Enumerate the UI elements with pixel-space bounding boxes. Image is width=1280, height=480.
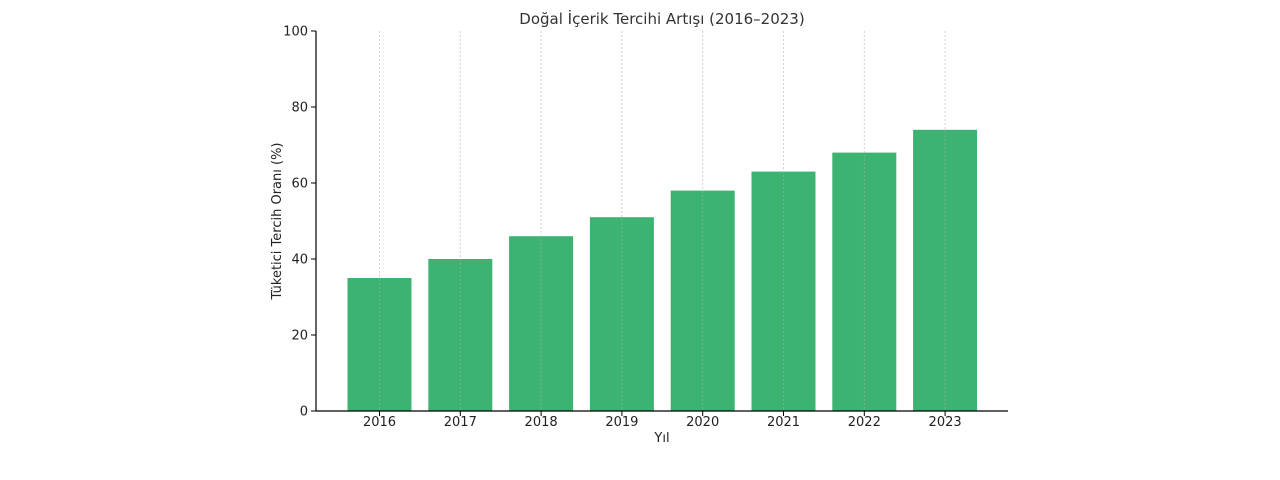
x-ticks: 2016 2017 2018 2019 2020 2021 2022 2023 <box>363 411 962 430</box>
y-tick-label-80: 80 <box>291 101 308 116</box>
axes <box>315 31 1008 412</box>
y-tick-label-0: 0 <box>300 405 308 420</box>
bars <box>347 31 978 412</box>
y-tick-label-100: 100 <box>283 25 308 40</box>
x-tick-label-2020: 2020 <box>686 415 719 430</box>
y-tick-label-20: 20 <box>291 329 308 344</box>
y-tick-label-40: 40 <box>291 253 308 268</box>
y-tick-label-60: 60 <box>291 177 308 192</box>
bar-2019 <box>589 217 654 411</box>
x-tick-label-2018: 2018 <box>525 415 558 430</box>
x-tick-label-2021: 2021 <box>767 415 800 430</box>
x-axis-title: Yıl <box>653 431 669 446</box>
x-tick-label-2022: 2022 <box>848 415 881 430</box>
chart-title: Doğal İçerik Tercihi Artışı (2016–2023) <box>519 9 804 28</box>
x-tick-label-2023: 2023 <box>929 415 962 430</box>
x-tick-label-2016: 2016 <box>363 415 396 430</box>
y-ticks: 0 20 40 60 80 100 <box>283 25 316 420</box>
x-tick-label-2019: 2019 <box>605 415 638 430</box>
x-tick-label-2017: 2017 <box>444 415 477 430</box>
y-axis-title: Tüketici Tercih Oranı (%) <box>270 142 285 300</box>
